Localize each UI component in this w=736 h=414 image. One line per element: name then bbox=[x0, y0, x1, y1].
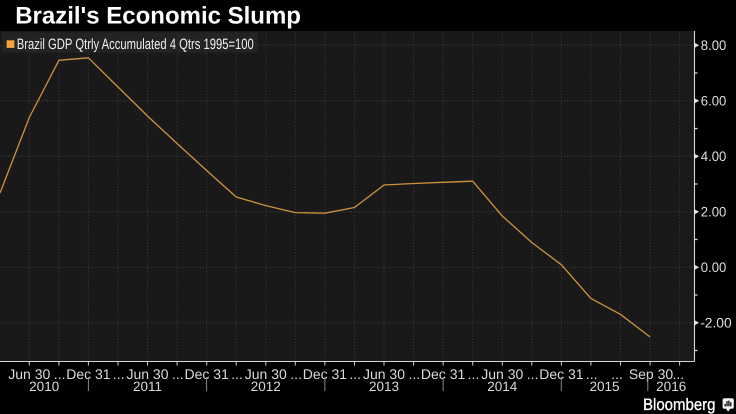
svg-text:2016: 2016 bbox=[656, 379, 686, 394]
svg-text:0.00: 0.00 bbox=[701, 260, 727, 275]
svg-text:2014: 2014 bbox=[487, 379, 518, 394]
svg-text:Dec 31: Dec 31 bbox=[539, 366, 584, 382]
svg-text:...: ... bbox=[113, 366, 125, 382]
svg-text:-2.00: -2.00 bbox=[700, 316, 732, 331]
svg-text:...: ... bbox=[54, 366, 66, 382]
svg-text:...: ... bbox=[468, 366, 480, 382]
svg-text:Sep 30: Sep 30 bbox=[629, 366, 674, 382]
svg-text:Jun 30: Jun 30 bbox=[8, 366, 50, 382]
svg-text:Dec 31: Dec 31 bbox=[303, 366, 348, 382]
svg-text:2010: 2010 bbox=[29, 379, 59, 394]
svg-text:...: ... bbox=[231, 366, 243, 382]
svg-text:2.00: 2.00 bbox=[701, 205, 727, 220]
svg-text:4.00: 4.00 bbox=[701, 149, 727, 164]
svg-text:Brazil's Economic Slump: Brazil's Economic Slump bbox=[15, 2, 301, 29]
svg-text:2012: 2012 bbox=[251, 379, 281, 394]
svg-text:Dec 31: Dec 31 bbox=[421, 366, 466, 382]
svg-text:Dec 31: Dec 31 bbox=[185, 366, 230, 382]
svg-text:6.00: 6.00 bbox=[701, 94, 727, 109]
svg-text:Bloomberg: Bloomberg bbox=[643, 396, 716, 414]
svg-text:...: ... bbox=[290, 366, 302, 382]
svg-text:...: ... bbox=[172, 366, 184, 382]
svg-text:Jun 30: Jun 30 bbox=[126, 366, 168, 382]
svg-text:2015: 2015 bbox=[589, 379, 619, 394]
svg-text:Brazil GDP Qtrly Accumulated 4: Brazil GDP Qtrly Accumulated 4 Qtrs 1995… bbox=[17, 36, 254, 53]
svg-text:...: ... bbox=[409, 366, 421, 382]
svg-text:Jun 30: Jun 30 bbox=[481, 366, 523, 382]
svg-text:8.00: 8.00 bbox=[701, 38, 727, 53]
svg-text:Dec 31: Dec 31 bbox=[66, 366, 111, 382]
svg-text:...: ... bbox=[527, 366, 539, 382]
svg-text:...: ... bbox=[349, 366, 361, 382]
svg-text:Jun 30: Jun 30 bbox=[245, 366, 287, 382]
svg-text:2013: 2013 bbox=[369, 379, 399, 394]
svg-text:...: ... bbox=[673, 366, 685, 382]
svg-text:...: ... bbox=[586, 366, 598, 382]
svg-text:Jun 30: Jun 30 bbox=[363, 366, 405, 382]
svg-text:...: ... bbox=[611, 366, 623, 382]
svg-text:2011: 2011 bbox=[133, 379, 162, 394]
